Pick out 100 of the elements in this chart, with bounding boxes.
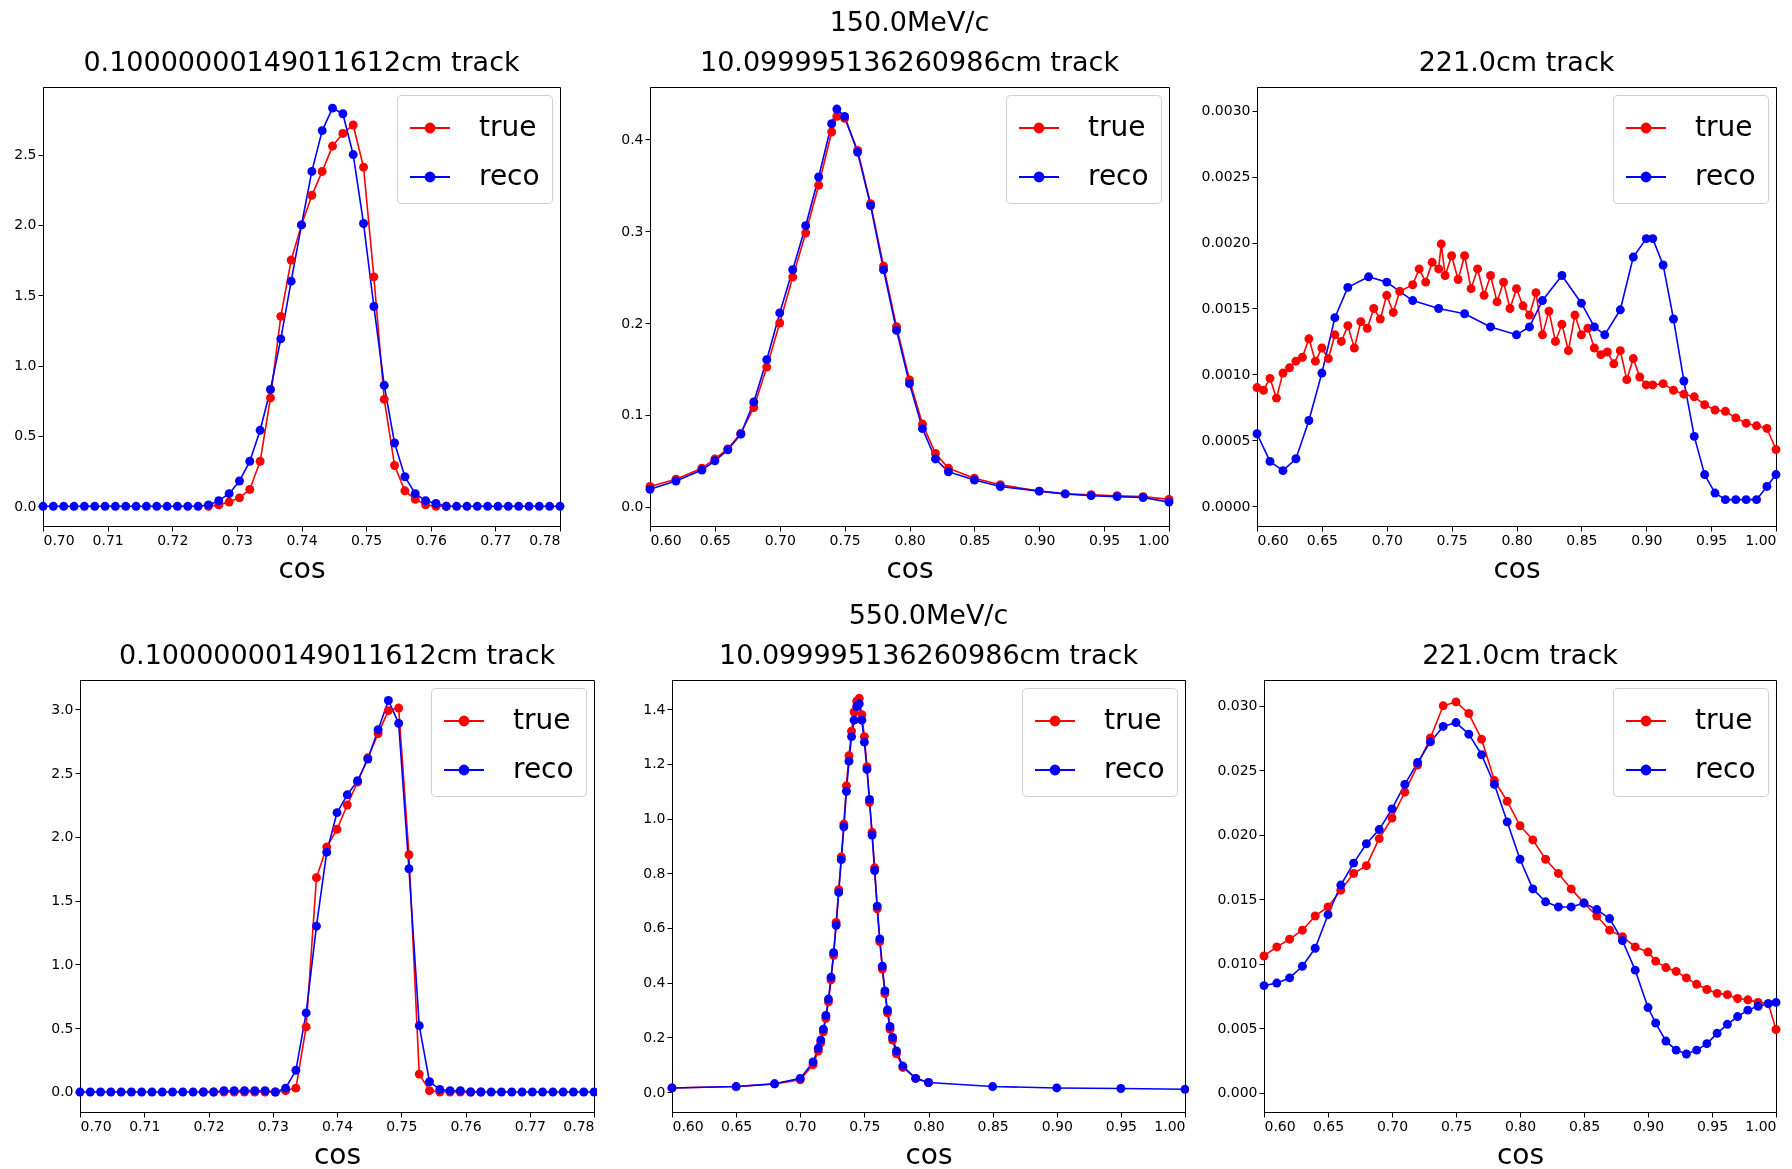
y-tick-label: 1.4 [643, 700, 666, 717]
x-tick-label: 0.85 [1568, 1117, 1601, 1134]
legend-label: reco [1088, 159, 1149, 192]
x-axis-title: cos [1493, 551, 1541, 585]
y-tick-label: 0.0000 [1201, 497, 1251, 514]
y-tick-label: 0.5 [14, 427, 37, 444]
x-tick-label: 0.80 [913, 1117, 945, 1134]
x-tick-label: 0.70 [80, 1117, 112, 1134]
y-tick-label: 0.8 [643, 864, 666, 881]
legend-label: true [513, 703, 571, 736]
y-tick-label: 2.0 [51, 828, 74, 845]
x-tick-label: 0.70 [1376, 1117, 1409, 1134]
y-tick-label: 2.0 [14, 216, 37, 233]
legend-label: reco [1695, 752, 1756, 785]
y-tick-label: 0.0005 [1201, 431, 1251, 448]
x-tick-label: 0.75 [351, 531, 383, 548]
x-tick-label: 0.75 [386, 1117, 418, 1134]
x-tick-label: 0.80 [1501, 531, 1533, 548]
x-axis-title: cos [313, 1137, 362, 1169]
chart-title: 221.0cm track [1418, 46, 1615, 77]
x-tick-label: 0.74 [321, 1117, 354, 1134]
x-tick-label: 0.73 [221, 531, 253, 548]
y-tick-label: 0.0 [51, 1083, 74, 1100]
x-tick-label: 0.75 [829, 531, 861, 548]
x-tick-label: 0.72 [157, 531, 189, 548]
x-tick-label: 1.00 [1745, 1117, 1777, 1134]
legend-label: true [1695, 110, 1753, 143]
legend-label: reco [1695, 159, 1756, 192]
x-tick-label: 0.95 [1105, 1117, 1137, 1134]
x-tick-label: 0.77 [480, 531, 512, 548]
y-tick-label: 1.0 [643, 810, 666, 827]
y-tick-label: 1.5 [14, 286, 37, 303]
x-tick-label: 0.78 [563, 1117, 595, 1134]
x-tick-label: 1.00 [1138, 531, 1170, 548]
y-tick-label: 0.030 [1217, 697, 1258, 714]
x-axis-title: cos [278, 551, 326, 585]
y-tick-label: 0.1 [621, 406, 644, 423]
x-tick-label: 0.90 [1632, 1117, 1665, 1134]
x-tick-label: 0.85 [1566, 531, 1598, 548]
y-tick-label: 0.015 [1217, 890, 1258, 907]
x-tick-label: 0.95 [1696, 1117, 1729, 1134]
y-tick-label: 0.0020 [1201, 234, 1251, 251]
x-tick-label: 0.90 [1024, 531, 1056, 548]
x-tick-label: 0.65 [1312, 1117, 1345, 1134]
chart-title: 10.099995136260986cm track [699, 46, 1120, 77]
x-tick-label: 0.75 [1436, 531, 1468, 548]
x-tick-label: 0.60 [1264, 1117, 1296, 1134]
y-tick-label: 0.4 [621, 130, 644, 147]
x-tick-label: 1.00 [1745, 531, 1777, 548]
x-tick-label: 0.65 [1306, 531, 1338, 548]
x-tick-label: 0.71 [129, 1117, 161, 1134]
chart-title: 10.099995136260986cm track [718, 639, 1139, 670]
y-tick-label: 1.2 [643, 755, 666, 772]
y-tick-label: 0.0010 [1201, 365, 1251, 382]
y-tick-label: 0.020 [1217, 826, 1258, 843]
y-tick-label: 0.0025 [1201, 168, 1251, 185]
legend-label: reco [1104, 752, 1165, 785]
legend-label: true [479, 110, 537, 143]
y-tick-label: 0.0 [14, 497, 37, 514]
x-axis-title: cos [1496, 1137, 1545, 1169]
chart-title: 221.0cm track [1422, 639, 1619, 670]
legend-label: true [1104, 703, 1162, 736]
text: 550.0MeV/c [847, 599, 1010, 630]
x-tick-label: 0.60 [672, 1117, 704, 1134]
y-tick-label: 0.2 [621, 314, 644, 331]
x-tick-label: 0.72 [193, 1117, 225, 1134]
x-tick-label: 0.75 [1440, 1117, 1473, 1134]
y-tick-label: 1.0 [14, 357, 37, 374]
y-tick-label: 0.0 [621, 498, 644, 515]
x-tick-label: 0.95 [1089, 531, 1121, 548]
x-tick-label: 0.60 [650, 531, 682, 548]
y-tick-label: 0.025 [1217, 761, 1258, 778]
y-tick-label: 2.5 [51, 764, 74, 781]
x-tick-label: 0.95 [1696, 531, 1728, 548]
x-tick-label: 0.85 [959, 531, 991, 548]
chart-title: 0.10000000149011612cm track [83, 46, 520, 77]
y-tick-label: 0.005 [1217, 1019, 1258, 1036]
x-tick-label: 0.60 [1257, 531, 1289, 548]
x-tick-label: 0.80 [1504, 1117, 1537, 1134]
x-tick-label: 0.77 [514, 1117, 546, 1134]
y-tick-label: 0.0030 [1201, 102, 1251, 119]
x-tick-label: 0.73 [257, 1117, 289, 1134]
x-tick-label: 0.80 [894, 531, 926, 548]
text: 150.0MeV/c [828, 6, 991, 37]
y-tick-label: 3.0 [51, 700, 74, 717]
x-tick-label: 0.74 [286, 531, 318, 548]
y-tick-label: 0.5 [51, 1019, 74, 1036]
x-tick-label: 0.76 [450, 1117, 482, 1134]
chart-title: 0.10000000149011612cm track [118, 639, 556, 670]
y-tick-label: 0.2 [643, 1028, 666, 1045]
x-tick-label: 0.78 [529, 531, 561, 548]
y-tick-label: 0.010 [1217, 955, 1258, 972]
x-tick-label: 0.70 [43, 531, 75, 548]
y-tick-label: 2.5 [14, 146, 37, 163]
y-tick-label: 0.4 [643, 974, 666, 991]
x-tick-label: 1.00 [1154, 1117, 1186, 1134]
x-tick-label: 0.76 [415, 531, 447, 548]
x-tick-label: 0.71 [92, 531, 124, 548]
x-tick-label: 0.90 [1041, 1117, 1073, 1134]
x-tick-label: 0.70 [1371, 531, 1403, 548]
